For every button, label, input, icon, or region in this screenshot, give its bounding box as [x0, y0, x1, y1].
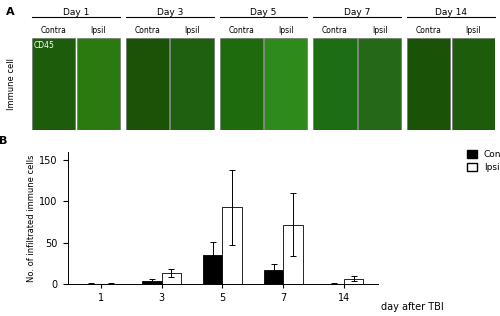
Bar [126, 39, 169, 130]
Bar [358, 39, 401, 130]
Bar [220, 39, 262, 130]
Bar [324, 283, 344, 284]
Bar [264, 39, 308, 130]
Text: Ipsil: Ipsil [184, 26, 200, 35]
Bar [264, 270, 283, 284]
Text: Ipsil: Ipsil [278, 26, 293, 35]
Text: Ipsil: Ipsil [90, 26, 106, 35]
Bar [283, 225, 302, 284]
Text: Day 14: Day 14 [435, 8, 467, 16]
Text: A: A [6, 7, 14, 17]
Text: Contra: Contra [322, 26, 348, 35]
Text: day after TBI: day after TBI [380, 302, 444, 312]
Bar [162, 273, 181, 284]
Bar [222, 207, 242, 284]
Bar [76, 39, 120, 130]
Bar [344, 279, 364, 284]
Text: Immune cell: Immune cell [8, 58, 16, 110]
Text: Ipsil: Ipsil [466, 26, 481, 35]
Bar [32, 39, 75, 130]
Bar [82, 283, 101, 284]
Text: Contra: Contra [40, 26, 66, 35]
Text: Day 1: Day 1 [62, 8, 89, 16]
Legend: Contralateral, Ipsilateral: Contralateral, Ipsilateral [466, 149, 500, 172]
Y-axis label: No. of infiltrated immune cells: No. of infiltrated immune cells [28, 154, 36, 282]
Text: Day 5: Day 5 [250, 8, 276, 16]
Bar [101, 283, 120, 284]
Text: Ipsil: Ipsil [372, 26, 388, 35]
Text: CD45: CD45 [34, 41, 55, 50]
Text: Day 3: Day 3 [156, 8, 183, 16]
Bar [314, 39, 356, 130]
Bar [452, 39, 495, 130]
Bar [142, 281, 162, 284]
Text: B: B [0, 136, 8, 146]
Text: Contra: Contra [134, 26, 160, 35]
Text: Contra: Contra [228, 26, 254, 35]
Bar [203, 255, 222, 284]
Bar [170, 39, 214, 130]
Bar [407, 39, 451, 130]
Text: Day 7: Day 7 [344, 8, 370, 16]
Text: Contra: Contra [416, 26, 442, 35]
